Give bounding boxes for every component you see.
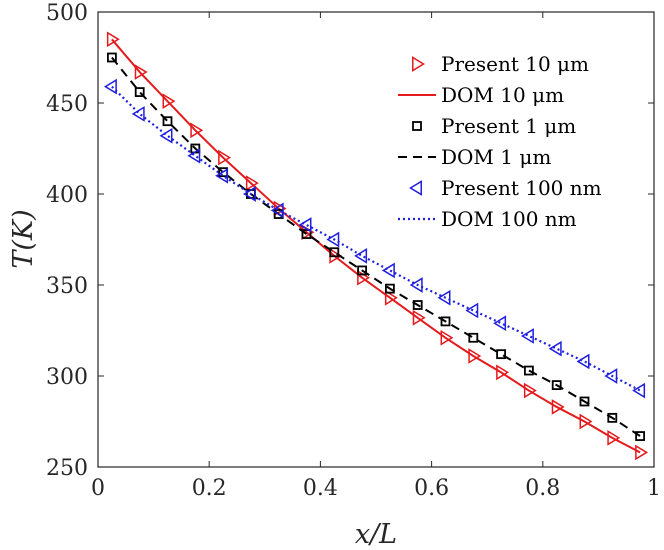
tick-labels-layer: 0 0.2 0.4 0.6 0.8 1 250 300 350 400 450 500 xyxy=(46,1,661,501)
y-tick-label: 400 xyxy=(46,183,88,208)
data-point xyxy=(326,231,340,248)
data-point xyxy=(551,380,562,391)
ticks-layer xyxy=(97,11,655,468)
series-present-100-nm xyxy=(103,78,646,399)
data-point xyxy=(607,430,621,446)
data-point xyxy=(107,52,117,63)
legend-label: Present 1 μm xyxy=(441,114,576,138)
data-point xyxy=(412,309,426,326)
data-point xyxy=(440,316,451,327)
legend-item-dom-1-m: DOM 1 μm xyxy=(398,145,551,169)
legend-label: DOM 1 μm xyxy=(441,145,551,169)
data-point xyxy=(468,348,482,364)
x-tick-label: 0.2 xyxy=(192,476,227,501)
data-point xyxy=(218,149,232,166)
data-point xyxy=(465,302,479,319)
data-point xyxy=(523,382,537,399)
data-point xyxy=(576,353,590,370)
data-point xyxy=(357,265,368,276)
data-point xyxy=(301,229,312,239)
data-point xyxy=(131,106,145,122)
series-dom-10-m xyxy=(111,38,641,454)
data-point xyxy=(579,396,590,407)
data-point xyxy=(548,340,562,357)
x-tick-label: 0.6 xyxy=(414,476,449,501)
data-point xyxy=(604,368,618,384)
y-tick-label: 450 xyxy=(46,92,88,117)
data-point xyxy=(270,202,284,219)
data-point xyxy=(190,122,204,139)
y-axis-label: T(K) xyxy=(8,209,39,268)
y-tick-label: 250 xyxy=(46,456,88,481)
data-point xyxy=(496,364,510,381)
series-present-10-m xyxy=(106,31,649,461)
data-point xyxy=(242,186,256,202)
data-point xyxy=(134,64,148,80)
data-point xyxy=(384,289,398,306)
legend-item-dom-100-nm: DOM 100 nm xyxy=(398,207,577,231)
series-dom-1-m xyxy=(111,56,641,437)
legend-item-dom-10-m: DOM 10 μm xyxy=(398,83,564,107)
x-tick-label: 0.4 xyxy=(303,476,338,501)
line-dom-10-m xyxy=(111,38,641,454)
data-point xyxy=(551,399,565,415)
data-point xyxy=(496,349,507,360)
legend-label: Present 10 μm xyxy=(441,52,589,76)
legend-label: Present 100 nm xyxy=(441,176,602,200)
data-point xyxy=(632,382,646,399)
legend: Present 10 μm DOM 10 μm Present 1 μm DOM 1 … xyxy=(398,52,602,231)
legend-item-present-100-nm: Present 100 nm xyxy=(409,176,602,200)
legend-label: DOM 100 nm xyxy=(441,207,577,231)
y-tick-label: 350 xyxy=(46,274,88,299)
data-point xyxy=(412,300,423,310)
data-point xyxy=(384,283,395,294)
plot-area xyxy=(98,12,654,467)
legend-item-present-1-m: Present 1 μm xyxy=(412,114,576,138)
data-point xyxy=(106,31,120,48)
data-point xyxy=(579,413,593,430)
legend-marker-sample xyxy=(412,56,425,72)
data-point xyxy=(245,175,259,191)
data-point xyxy=(329,247,340,258)
x-axis-label: x/L xyxy=(355,519,397,550)
data-point xyxy=(381,262,395,279)
x-tick-label: 0 xyxy=(91,476,105,501)
legend-marker-sample xyxy=(412,121,422,131)
y-tick-label: 300 xyxy=(46,365,88,390)
data-point xyxy=(524,365,534,376)
legend-item-present-10-m: Present 10 μm xyxy=(412,52,589,76)
data-point xyxy=(635,431,645,441)
data-point xyxy=(134,87,145,97)
data-point xyxy=(298,217,312,233)
data-point xyxy=(162,93,176,110)
y-tick-label: 500 xyxy=(46,1,88,26)
series-layer xyxy=(103,31,649,461)
data-point xyxy=(437,289,451,306)
data-point xyxy=(607,412,618,423)
x-tick-label: 1 xyxy=(647,476,661,501)
legend-label: DOM 10 μm xyxy=(441,83,564,107)
data-point xyxy=(162,116,173,127)
data-point xyxy=(409,277,423,293)
data-point xyxy=(468,332,479,343)
data-point xyxy=(103,78,117,95)
x-tick-label: 0.8 xyxy=(525,476,560,501)
data-point xyxy=(159,127,173,144)
legend-marker-sample xyxy=(409,180,422,196)
plot-frame xyxy=(97,11,655,468)
data-point xyxy=(440,329,454,346)
data-point xyxy=(520,328,534,344)
data-point xyxy=(354,248,368,264)
data-point xyxy=(187,147,201,164)
data-point xyxy=(215,167,229,184)
line-dom-1-m xyxy=(111,56,641,437)
data-point xyxy=(493,315,507,332)
data-point xyxy=(635,444,649,461)
